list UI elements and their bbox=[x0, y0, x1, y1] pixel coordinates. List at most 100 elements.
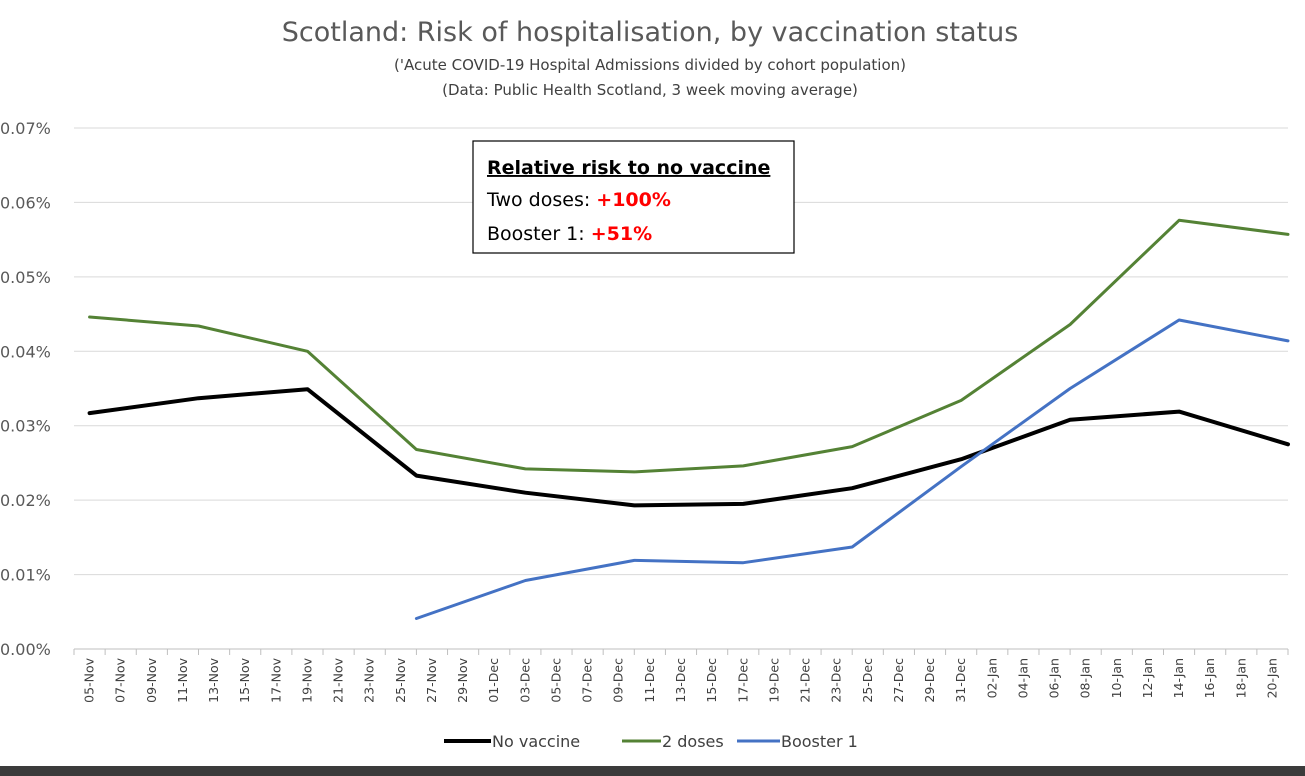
data-point-no-vaccine bbox=[1287, 443, 1289, 445]
x-tick-label: 19-Dec bbox=[766, 658, 781, 703]
y-tick-label: 0.03% bbox=[0, 417, 51, 436]
axes: 0.00% 0.01% 0.02% 0.03% 0.04% 0.05% 0.06% 0.07%… bbox=[0, 119, 1289, 703]
x-tick-label: 29-Nov bbox=[455, 657, 470, 702]
annotation-heading: Relative risk to no vaccine bbox=[487, 157, 770, 179]
series-line-2-doses bbox=[88, 218, 1290, 474]
data-point-2-doses bbox=[415, 449, 417, 451]
data-point-2-doses bbox=[198, 325, 200, 327]
legend-label-no-vaccine: No vaccine bbox=[492, 732, 580, 751]
y-tick-label: 0.04% bbox=[0, 342, 51, 361]
data-point-no-vaccine bbox=[198, 397, 200, 399]
y-tick-label: 0.05% bbox=[0, 268, 51, 287]
x-tick-label: 16-Jan bbox=[1202, 658, 1217, 698]
x-tick-label: 31-Dec bbox=[953, 658, 968, 703]
legend-label-booster-1: Booster 1 bbox=[781, 732, 858, 751]
data-point-no-vaccine bbox=[89, 412, 91, 414]
data-point-2-doses bbox=[633, 471, 635, 473]
x-tick-label: 10-Jan bbox=[1109, 658, 1124, 698]
x-tick-label: 13-Dec bbox=[673, 658, 688, 703]
data-point-2-doses bbox=[306, 350, 308, 352]
chart-subtitle-line-1: ('Acute COVID-19 Hospital Admissions div… bbox=[394, 56, 906, 74]
x-tick-label: 12-Jan bbox=[1140, 658, 1155, 698]
x-tick-label: 09-Nov bbox=[144, 657, 159, 702]
data-point-no-vaccine bbox=[1069, 419, 1071, 421]
annotation-border bbox=[472, 140, 795, 254]
x-tick-label: 17-Nov bbox=[268, 657, 283, 702]
y-tick-label: 0.07% bbox=[0, 119, 51, 138]
x-tick-label: 02-Jan bbox=[984, 658, 999, 698]
x-tick-label: 21-Nov bbox=[331, 657, 346, 702]
x-tick-label: 09-Dec bbox=[611, 658, 626, 703]
x-tick-label: 13-Nov bbox=[206, 657, 221, 702]
legend: No vaccine 2 doses Booster 1 bbox=[444, 732, 858, 751]
x-tick-label: 17-Dec bbox=[735, 658, 750, 703]
x-tick-label: 25-Nov bbox=[393, 657, 408, 702]
x-tick-label: 15-Dec bbox=[704, 658, 719, 703]
data-point-booster-1 bbox=[1287, 340, 1289, 342]
y-tick-label: 0.06% bbox=[0, 193, 51, 212]
series-line-no-vaccine bbox=[87, 387, 1290, 508]
y-tick-label: 0.00% bbox=[0, 640, 51, 659]
data-point-2-doses bbox=[960, 399, 962, 401]
data-point-booster-1 bbox=[1178, 319, 1180, 321]
data-point-booster-1 bbox=[960, 466, 962, 468]
x-tick-label: 27-Dec bbox=[891, 658, 906, 703]
x-tick-label: 11-Nov bbox=[175, 657, 190, 702]
x-tick-label: 07-Dec bbox=[580, 658, 595, 703]
x-tick-label: 05-Nov bbox=[82, 657, 97, 702]
series-lines bbox=[87, 218, 1290, 620]
x-tick-label: 23-Nov bbox=[362, 657, 377, 702]
data-point-booster-1 bbox=[415, 617, 417, 619]
data-point-booster-1 bbox=[524, 580, 526, 582]
chart-title: Scotland: Risk of hospitalisation, by va… bbox=[282, 17, 1019, 48]
annotation-booster-label: Booster 1: bbox=[487, 223, 591, 245]
data-point-no-vaccine bbox=[960, 458, 962, 460]
data-point-no-vaccine bbox=[742, 503, 744, 505]
x-tick-label: 20-Jan bbox=[1264, 658, 1279, 698]
window-bottom-edge bbox=[0, 766, 1305, 776]
x-tick-label: 04-Jan bbox=[1015, 658, 1030, 698]
x-tick-label: 14-Jan bbox=[1171, 658, 1186, 698]
annotation-two-doses-value: +100% bbox=[596, 189, 671, 211]
x-tick-label: 23-Dec bbox=[829, 658, 844, 703]
x-tick-label: 29-Dec bbox=[922, 658, 937, 703]
x-tick-label: 06-Jan bbox=[1047, 658, 1062, 698]
x-tick-label: 27-Nov bbox=[424, 657, 439, 702]
data-point-no-vaccine bbox=[415, 475, 417, 477]
y-tick-label: 0.01% bbox=[0, 566, 51, 585]
data-point-no-vaccine bbox=[633, 504, 635, 506]
x-tick-label: 05-Dec bbox=[548, 658, 563, 703]
legend-label-2-doses: 2 doses bbox=[662, 732, 724, 751]
data-point-booster-1 bbox=[1069, 388, 1071, 389]
x-tick-label: 19-Nov bbox=[299, 657, 314, 702]
data-point-no-vaccine bbox=[851, 487, 853, 489]
x-tick-label: 25-Dec bbox=[860, 658, 875, 703]
data-point-2-doses bbox=[524, 468, 526, 470]
x-tick-label: 15-Nov bbox=[237, 657, 252, 702]
annotation-box: Relative risk to no vaccine Two doses: +… bbox=[472, 140, 795, 254]
x-tick-label: 18-Jan bbox=[1233, 658, 1248, 698]
data-point-2-doses bbox=[89, 316, 91, 318]
data-point-2-doses bbox=[1069, 323, 1071, 325]
chart-subtitle-line-2: (Data: Public Health Scotland, 3 week mo… bbox=[442, 81, 858, 99]
x-tick-label: 08-Jan bbox=[1078, 658, 1093, 698]
annotation-two-doses-label: Two doses: bbox=[486, 189, 596, 211]
y-tick-label: 0.02% bbox=[0, 491, 51, 510]
annotation-booster-value: +51% bbox=[591, 223, 652, 245]
data-point-no-vaccine bbox=[1178, 411, 1180, 413]
data-point-no-vaccine bbox=[524, 492, 526, 494]
x-tick-label: 21-Dec bbox=[798, 658, 813, 703]
data-point-booster-1 bbox=[742, 562, 744, 564]
data-point-2-doses bbox=[742, 465, 744, 467]
data-point-booster-1 bbox=[851, 546, 853, 548]
x-tick-label: 01-Dec bbox=[486, 658, 501, 703]
annotation-line-booster: Booster 1: +51% bbox=[487, 223, 652, 245]
data-point-2-doses bbox=[1178, 219, 1180, 221]
annotation-line-two-doses: Two doses: +100% bbox=[486, 189, 671, 211]
data-point-booster-1 bbox=[633, 559, 635, 561]
data-point-no-vaccine bbox=[306, 388, 308, 390]
x-tick-label: 07-Nov bbox=[113, 657, 128, 702]
data-point-2-doses bbox=[851, 446, 853, 448]
data-point-2-doses bbox=[1287, 233, 1289, 235]
